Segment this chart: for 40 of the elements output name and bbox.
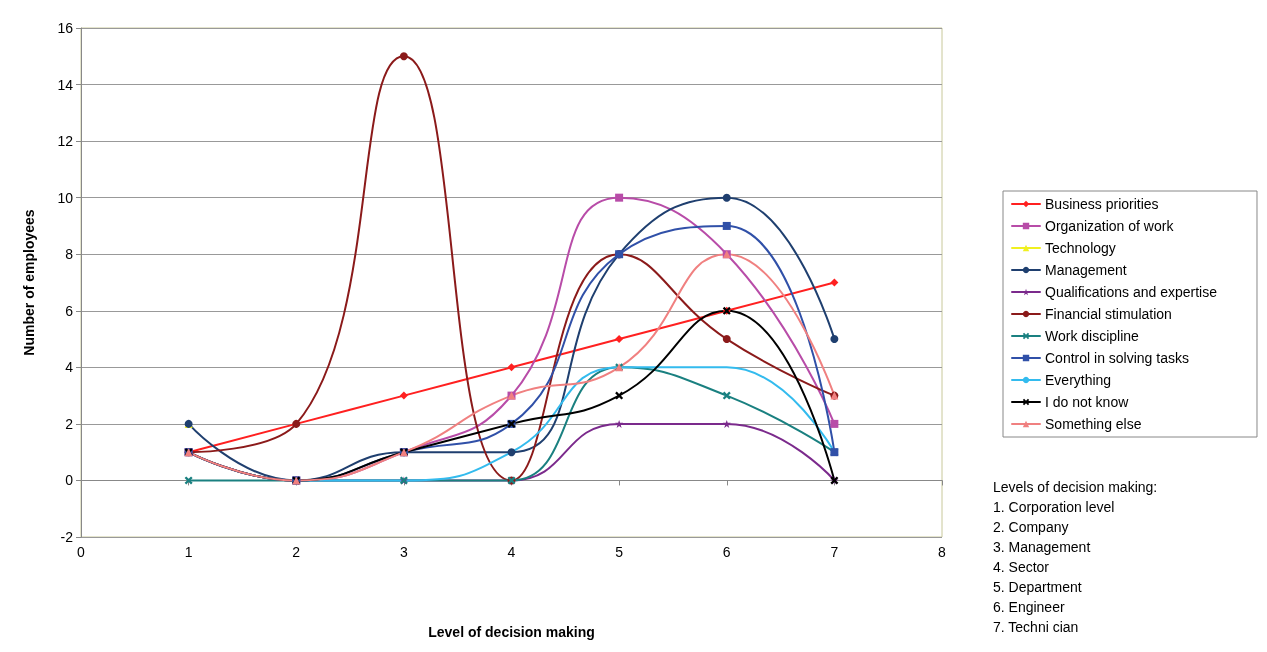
legend-label: Organization of work [1045,218,1175,234]
y-tick-label: 0 [65,472,74,489]
legend-label: I do not know [1045,394,1130,410]
legend-label: Something else [1045,416,1142,432]
y-tick-label: 6 [65,302,74,319]
x-tick-label: 8 [938,544,947,560]
x-tick-label: 5 [615,544,624,560]
y-tick-label: 14 [57,76,74,93]
legend-label: Technology [1045,240,1116,256]
text: Levels of decision making: [993,479,1158,495]
text: 4. Sector [993,559,1050,575]
x-tick-label: 2 [292,544,301,560]
y-tick-label: 12 [57,133,74,150]
legend-label: Management [1045,262,1127,278]
text: 3. Management [993,539,1091,555]
x-tick-label: 0 [77,544,86,560]
legend-label: Business priorities [1045,196,1159,212]
y-tick-label: 8 [65,246,74,263]
x-axis-title: Level of decision making [428,624,595,640]
text: 6. Engineer [993,599,1065,615]
legend-label: Financial stimulation [1045,306,1172,322]
y-axis-title: Number of employees [21,209,37,356]
text: 2. Company [993,519,1069,535]
x-tick-label: 1 [184,544,193,560]
x-tick-label: 7 [830,544,839,560]
legend-label: Everything [1045,372,1112,388]
legend-label: Qualifications and expertise [1045,284,1218,300]
x-tick-label: 6 [722,544,731,560]
y-tick-label: 2 [65,415,74,432]
text: 7. Techni cian [993,619,1079,635]
y-tick-label: 16 [57,20,74,36]
text: 5. Department [993,579,1082,595]
legend-label: Control in solving tasks [1045,350,1189,366]
y-tick-label: -2 [60,529,74,545]
legend-label: Work discipline [1045,328,1140,344]
y-tick-label: 4 [65,359,74,376]
x-tick-label: 3 [399,544,408,560]
text: 1. Corporation level [993,499,1115,515]
x-tick-label: 4 [507,544,516,560]
y-tick-label: 10 [57,189,74,206]
